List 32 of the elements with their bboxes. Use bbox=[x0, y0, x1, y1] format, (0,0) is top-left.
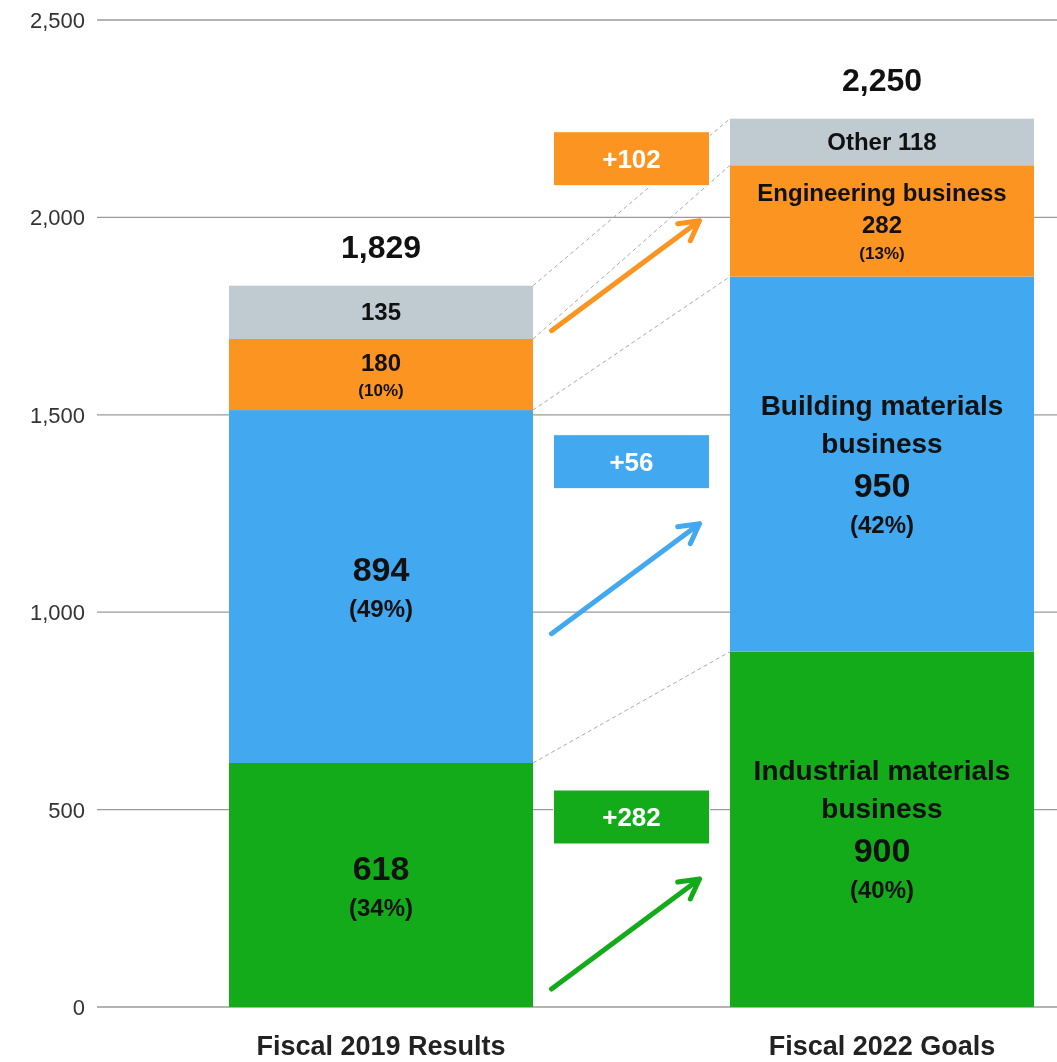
bar bbox=[229, 285, 533, 339]
annotation: +282 bbox=[602, 802, 661, 832]
data-label: 135 bbox=[360, 298, 402, 326]
y-tick-label: 1,500 bbox=[29, 402, 85, 428]
data-label: 282 (13%) bbox=[859, 211, 905, 263]
y-tick-label: 2,000 bbox=[29, 205, 85, 231]
text: Other 118 bbox=[827, 127, 937, 155]
x-tick-label: Fiscal 2022 Goals bbox=[768, 1031, 996, 1061]
data-label: 900 (40%) bbox=[849, 830, 915, 903]
y-tick-label: 0 bbox=[72, 995, 85, 1020]
bar bbox=[229, 339, 533, 411]
data-label: 950 (42%) bbox=[849, 465, 915, 538]
bar bbox=[730, 276, 1034, 652]
y-tick-label: 1,000 bbox=[29, 600, 85, 626]
bar bbox=[229, 763, 533, 1007]
x-tick-label: Fiscal 2019 Results bbox=[256, 1031, 506, 1061]
series-label: Building materials business bbox=[760, 390, 1004, 459]
y-tick-label: 500 bbox=[48, 797, 85, 823]
data-label: 618 (34%) bbox=[348, 848, 414, 921]
total-label: 1,829 bbox=[340, 228, 422, 265]
data-label: 894 (49%) bbox=[348, 550, 414, 623]
y-tick-label: 2,500 bbox=[29, 8, 85, 33]
bar bbox=[730, 651, 1034, 1007]
bar bbox=[730, 118, 1034, 166]
series-label: Engineering business bbox=[757, 179, 1007, 207]
data-label: 180 (10%) bbox=[358, 348, 404, 401]
series-label: Industrial materials business bbox=[753, 755, 1011, 825]
annotation: +56 bbox=[609, 446, 654, 477]
bar bbox=[229, 410, 533, 764]
annotation: +102 bbox=[602, 143, 661, 174]
total-label: 2,250 bbox=[841, 61, 923, 98]
bar bbox=[730, 165, 1034, 277]
